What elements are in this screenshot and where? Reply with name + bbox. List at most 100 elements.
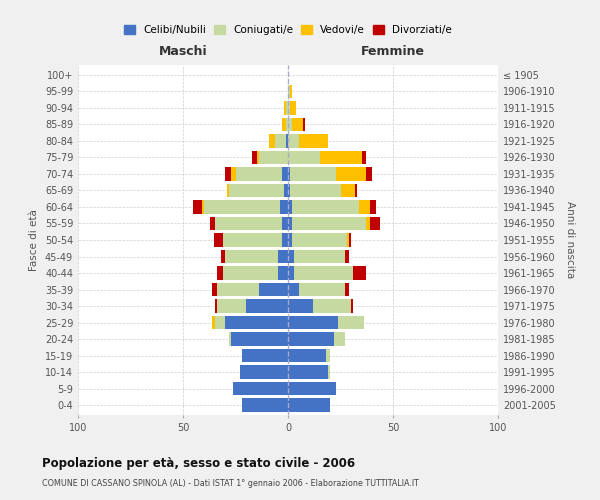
Bar — [303, 118, 305, 131]
Bar — [370, 216, 380, 230]
Bar — [351, 300, 353, 313]
Bar — [215, 233, 223, 247]
Text: COMUNE DI CASSANO SPINOLA (AL) - Dati ISTAT 1° gennaio 2006 - Elaborazione TUTTI: COMUNE DI CASSANO SPINOLA (AL) - Dati IS… — [42, 479, 419, 488]
Bar — [295, 250, 345, 264]
Legend: Celibi/Nubili, Coniugati/e, Vedovi/e, Divorziati/e: Celibi/Nubili, Coniugati/e, Vedovi/e, Di… — [122, 23, 454, 38]
Bar — [223, 233, 282, 247]
Bar — [355, 184, 358, 197]
Bar — [288, 216, 292, 230]
Bar — [229, 184, 284, 197]
Bar — [204, 200, 280, 214]
Bar — [253, 150, 257, 164]
Bar — [288, 250, 295, 264]
Bar — [288, 349, 326, 362]
Bar — [290, 167, 337, 180]
Bar — [221, 250, 225, 264]
Text: Maschi: Maschi — [158, 44, 208, 58]
Bar — [299, 283, 344, 296]
Bar — [288, 200, 292, 214]
Bar — [202, 200, 204, 214]
Y-axis label: Fasce di età: Fasce di età — [29, 209, 39, 271]
Bar — [288, 118, 292, 131]
Bar — [288, 167, 290, 180]
Bar — [288, 101, 290, 114]
Bar — [223, 266, 277, 280]
Bar — [366, 167, 372, 180]
Bar — [282, 118, 286, 131]
Bar — [225, 316, 288, 330]
Bar — [235, 167, 282, 180]
Bar — [225, 167, 232, 180]
Bar — [288, 300, 313, 313]
Bar — [286, 118, 288, 131]
Bar — [288, 233, 292, 247]
Bar — [349, 233, 351, 247]
Bar — [361, 150, 366, 164]
Bar — [288, 366, 328, 379]
Bar — [288, 150, 320, 164]
Bar — [215, 300, 217, 313]
Bar — [337, 167, 366, 180]
Bar — [242, 349, 288, 362]
Bar — [320, 150, 361, 164]
Bar — [212, 283, 217, 296]
Bar — [292, 233, 347, 247]
Bar — [217, 300, 246, 313]
Bar — [286, 134, 288, 147]
Bar — [246, 300, 288, 313]
Bar — [292, 118, 303, 131]
Bar — [288, 283, 299, 296]
Bar — [282, 216, 288, 230]
Bar — [277, 250, 288, 264]
Bar — [227, 184, 229, 197]
Bar — [288, 266, 295, 280]
Bar — [344, 283, 349, 296]
Bar — [341, 184, 355, 197]
Bar — [295, 266, 353, 280]
Bar — [240, 366, 288, 379]
Bar — [282, 167, 288, 180]
Bar — [215, 316, 225, 330]
Bar — [193, 200, 202, 214]
Text: Femmine: Femmine — [361, 44, 425, 58]
Bar — [292, 200, 359, 214]
Bar — [292, 216, 366, 230]
Bar — [370, 200, 376, 214]
Bar — [347, 233, 349, 247]
Bar — [280, 200, 288, 214]
Bar — [212, 316, 215, 330]
Bar — [313, 300, 351, 313]
Bar — [290, 84, 292, 98]
Bar — [233, 382, 288, 396]
Bar — [232, 332, 288, 346]
Bar — [326, 349, 330, 362]
Bar — [232, 167, 235, 180]
Bar — [242, 398, 288, 412]
Bar — [275, 134, 286, 147]
Bar — [359, 200, 370, 214]
Bar — [217, 266, 223, 280]
Bar — [290, 101, 296, 114]
Bar — [288, 134, 299, 147]
Bar — [290, 184, 341, 197]
Bar — [353, 266, 366, 280]
Bar — [259, 150, 288, 164]
Bar — [286, 101, 288, 114]
Bar — [225, 250, 277, 264]
Bar — [288, 184, 290, 197]
Bar — [334, 332, 344, 346]
Bar — [284, 184, 288, 197]
Bar — [284, 101, 286, 114]
Text: Popolazione per età, sesso e stato civile - 2006: Popolazione per età, sesso e stato civil… — [42, 458, 355, 470]
Bar — [288, 382, 337, 396]
Bar — [257, 150, 259, 164]
Bar — [217, 283, 259, 296]
Bar — [299, 134, 328, 147]
Bar — [269, 134, 275, 147]
Bar — [215, 216, 282, 230]
Bar — [344, 250, 349, 264]
Y-axis label: Anni di nascita: Anni di nascita — [565, 202, 575, 278]
Bar — [211, 216, 215, 230]
Bar — [288, 332, 334, 346]
Bar — [288, 398, 330, 412]
